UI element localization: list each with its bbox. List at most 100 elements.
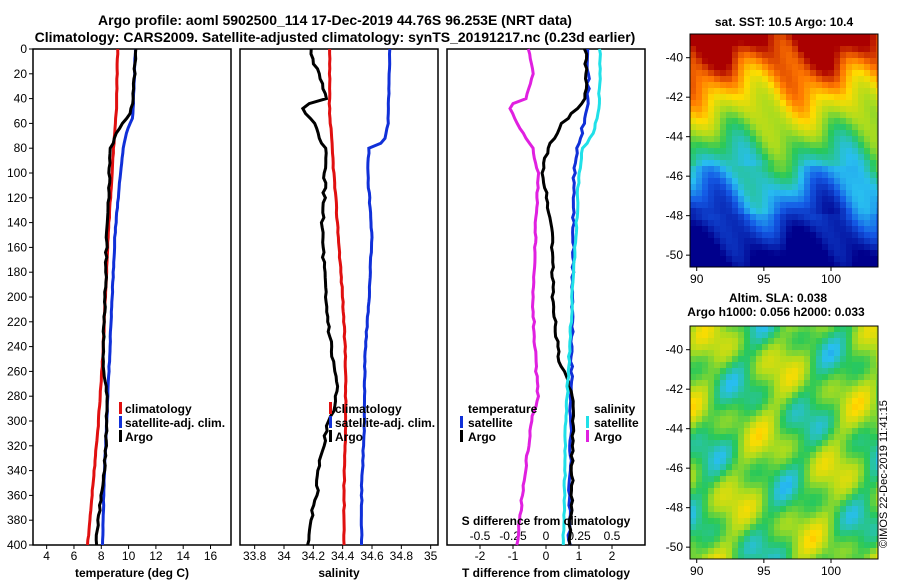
sst-cell — [780, 172, 786, 178]
sst-cell — [768, 76, 774, 82]
map-y-tick-label: -48 — [666, 501, 684, 515]
sst-cell — [858, 148, 864, 154]
sst-cell — [822, 136, 828, 142]
sst-cell — [696, 112, 702, 118]
sst-cell — [768, 148, 774, 154]
sla-cell — [840, 392, 846, 398]
sst-cell — [804, 178, 810, 184]
sla-cell — [702, 512, 708, 518]
sla-cell — [756, 344, 762, 350]
sla-cell — [750, 542, 756, 548]
sst-cell — [726, 64, 732, 70]
sla-cell — [858, 380, 864, 386]
sla-cell — [858, 362, 864, 368]
sst-cell — [708, 160, 714, 166]
sla-cell — [852, 368, 858, 374]
sst-cell — [696, 100, 702, 106]
sst-cell — [798, 154, 804, 160]
sst-cell — [816, 244, 822, 250]
sla-cell — [774, 344, 780, 350]
sla-cell — [864, 410, 870, 416]
sst-cell — [690, 238, 696, 244]
sst-cell — [786, 256, 792, 262]
sst-cell — [762, 46, 768, 52]
sla-cell — [768, 398, 774, 404]
sla-cell — [852, 530, 858, 536]
sst-cell — [756, 34, 762, 40]
sst-cell — [726, 220, 732, 226]
sst-cell — [690, 112, 696, 118]
sla-cell — [714, 344, 720, 350]
sst-cell — [810, 76, 816, 82]
sla-cell — [768, 440, 774, 446]
sla-cell — [786, 434, 792, 440]
sst-cell — [756, 244, 762, 250]
sla-cell — [690, 512, 696, 518]
sst-cell — [774, 106, 780, 112]
sla-cell — [738, 464, 744, 470]
sst-cell — [738, 250, 744, 256]
sla-cell — [864, 536, 870, 542]
sla-cell — [834, 542, 840, 548]
sla-cell — [834, 398, 840, 404]
sla-cell — [816, 524, 822, 530]
sst-cell — [774, 118, 780, 124]
sst-cell — [768, 106, 774, 112]
difference-legend-temperature: temperature satellite Argo — [460, 402, 538, 444]
sla-cell — [840, 554, 846, 559]
sla-cell — [798, 452, 804, 458]
sla-cell — [756, 338, 762, 344]
sla-cell — [792, 398, 798, 404]
sla-cell — [816, 392, 822, 398]
sst-cell — [708, 142, 714, 148]
sla-cell — [798, 338, 804, 344]
sla-cell — [726, 398, 732, 404]
sla-cell — [750, 416, 756, 422]
sst-cell — [876, 46, 878, 52]
sla-cell — [768, 494, 774, 500]
sst-cell — [696, 166, 702, 172]
sla-cell — [780, 494, 786, 500]
sst-cell — [864, 106, 870, 112]
sla-cell — [696, 338, 702, 344]
sst-cell — [822, 64, 828, 70]
sst-cell — [810, 220, 816, 226]
sst-cell — [732, 166, 738, 172]
sst-cell — [756, 46, 762, 52]
sla-cell — [690, 404, 696, 410]
sst-cell — [852, 142, 858, 148]
sla-cell — [732, 386, 738, 392]
chart-title-line1: Argo profile: aoml 5902500_114 17-Dec-20… — [98, 12, 572, 28]
sla-cell — [756, 374, 762, 380]
sla-cell — [714, 362, 720, 368]
sst-cell — [876, 112, 878, 118]
sla-cell — [852, 536, 858, 542]
sst-cell — [810, 160, 816, 166]
sst-cell — [792, 190, 798, 196]
sst-cell — [816, 250, 822, 256]
sst-cell — [810, 190, 816, 196]
sst-cell — [744, 76, 750, 82]
sst-cell — [840, 256, 846, 262]
sla-cell — [828, 428, 834, 434]
sla-cell — [774, 380, 780, 386]
sst-cell — [744, 58, 750, 64]
sla-cell — [690, 398, 696, 404]
sst-cell — [762, 76, 768, 82]
sla-cell — [828, 500, 834, 506]
sst-cell — [774, 154, 780, 160]
sla-cell — [720, 554, 726, 559]
sst-cell — [714, 82, 720, 88]
sst-cell — [876, 262, 878, 267]
sst-cell — [756, 58, 762, 64]
sla-cell — [870, 362, 876, 368]
sst-cell — [720, 232, 726, 238]
sla-cell — [864, 464, 870, 470]
sla-cell — [708, 536, 714, 542]
sst-cell — [858, 172, 864, 178]
sst-cell — [804, 244, 810, 250]
salinity-panel-frame — [239, 48, 439, 546]
sla-cell — [708, 464, 714, 470]
sst-cell — [738, 220, 744, 226]
sst-cell — [750, 100, 756, 106]
